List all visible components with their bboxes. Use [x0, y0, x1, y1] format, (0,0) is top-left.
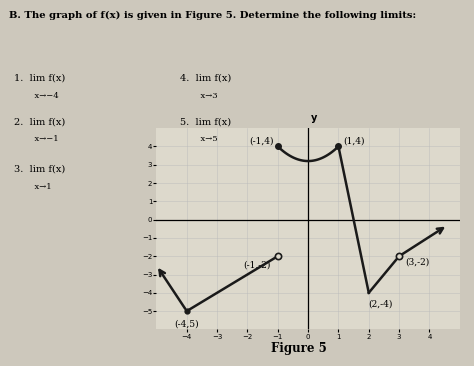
- Text: x→3: x→3: [190, 92, 217, 100]
- Text: (-4,5): (-4,5): [174, 320, 199, 328]
- Text: y: y: [311, 113, 318, 123]
- Text: x→5: x→5: [190, 135, 217, 143]
- Text: (3,-2): (3,-2): [405, 257, 429, 266]
- Text: (1,4): (1,4): [343, 137, 365, 145]
- Text: x→−1: x→−1: [24, 135, 58, 143]
- Text: 1.  lim f(x): 1. lim f(x): [14, 73, 65, 82]
- Text: 2.  lim f(x): 2. lim f(x): [14, 117, 65, 126]
- Text: x→−4: x→−4: [24, 92, 58, 100]
- Text: B. The graph of f(x) is given in Figure 5. Determine the following limits:: B. The graph of f(x) is given in Figure …: [9, 11, 417, 20]
- Text: 4.  lim f(x): 4. lim f(x): [180, 73, 231, 82]
- Text: 5.  lim f(x): 5. lim f(x): [180, 117, 231, 126]
- Text: (-1,-2): (-1,-2): [243, 261, 270, 270]
- Text: 3.  lim f(x): 3. lim f(x): [14, 165, 65, 174]
- Text: (2,-4): (2,-4): [369, 299, 393, 308]
- Text: (-1,4): (-1,4): [249, 137, 273, 145]
- Text: x→1: x→1: [24, 183, 51, 191]
- Text: Figure 5: Figure 5: [271, 342, 327, 355]
